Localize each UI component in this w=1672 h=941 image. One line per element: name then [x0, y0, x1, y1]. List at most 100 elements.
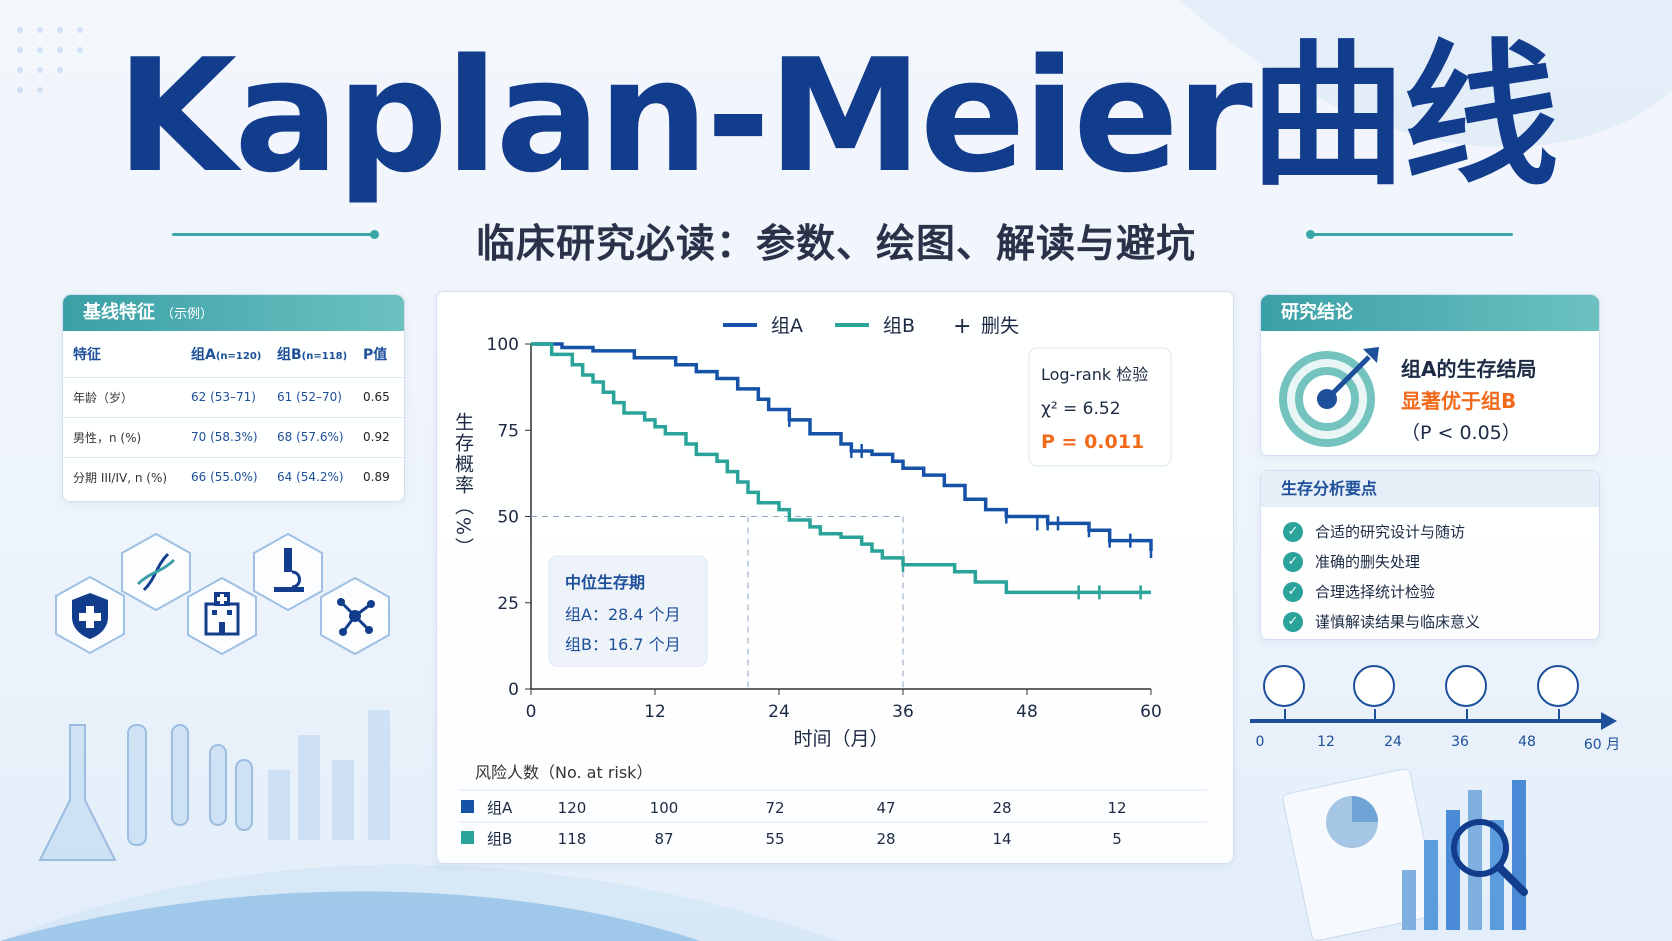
row-feature: 年龄（岁）: [63, 376, 181, 417]
key-points-list: ✓ 合适的研究设计与随访 ✓ 准确的删失处理 ✓ 合理选择统计检验 ✓ 谨慎解读结果与临…: [1261, 507, 1599, 637]
median-title: 中位生存期: [565, 573, 645, 592]
risk-row-value: 14: [992, 830, 1011, 848]
list-item: ✓ 谨慎解读结果与临床意义: [1283, 607, 1599, 637]
check-icon: ✓: [1283, 522, 1303, 542]
conclusion-text: 组A的生存结局 显著优于组B （P < 0.05）: [1401, 353, 1536, 449]
y-tick-label: 0: [508, 680, 519, 700]
x-tick-label: 24: [768, 702, 790, 722]
conclusion-header: 研究结论: [1261, 295, 1599, 331]
legend-label-b: 组B: [883, 315, 915, 337]
table-row: 分期 III/IV, n (%) 66 (55.0%) 64 (54.2%) 0…: [63, 456, 404, 497]
logrank-p: P = 0.011: [1041, 431, 1144, 453]
row-p: 0.89: [353, 456, 404, 497]
timeline-arrow-icon: [1601, 712, 1617, 730]
y-tick-label: 50: [497, 508, 519, 528]
logrank-title: Log-rank 检验: [1041, 365, 1148, 384]
col-group-b: 组B(n=118): [267, 331, 353, 377]
baseline-table: 特征 组A(n=120) 组B(n=118) P值 年龄（岁） 62 (53–7…: [63, 331, 404, 497]
y-axis-label: 生存概率（%）: [452, 412, 474, 558]
subtitle-divider-left: [172, 230, 379, 239]
row-p: 0.92: [353, 416, 404, 457]
col-group-a: 组A(n=120): [181, 331, 267, 377]
syringe-icon: [1263, 665, 1305, 721]
risk-row-value: 28: [876, 830, 895, 848]
key-point-text: 准确的删失处理: [1315, 553, 1421, 571]
key-point-text: 合理选择统计检验: [1315, 583, 1436, 601]
risk-row-value: 72: [765, 799, 784, 817]
col-group-b-n: (n=118): [301, 350, 348, 362]
row-p: 0.65: [353, 376, 404, 417]
row-value-a: 66 (55.0%): [181, 456, 267, 497]
chart-legend: 组A 组B + 删失: [723, 314, 1019, 339]
hospital-icon: [187, 576, 257, 656]
key-points-card: 生存分析要点 ✓ 合适的研究设计与随访 ✓ 准确的删失处理 ✓ 合理选择统计检验 ✓ 谨…: [1260, 470, 1600, 640]
timeline-tick: 60 月: [1583, 737, 1621, 753]
risk-row-value: 55: [765, 830, 784, 848]
microscope-icon: [253, 532, 323, 612]
page-title: Kaplan-Meier曲线: [116, 25, 1559, 207]
median-survival-box: 中位生存期 组A：28.4 个月 组B：16.7 个月: [548, 555, 708, 667]
risk-row-swatch: [461, 800, 474, 813]
risk-row-name: 组A: [487, 799, 513, 817]
row-value-a: 62 (53–71): [181, 376, 267, 417]
timeline-tick: 12: [1317, 734, 1335, 750]
baseline-card: 基线特征 （示例） 特征 组A(n=120) 组B(n=118) P值 年龄（岁）…: [62, 294, 405, 502]
risk-row-value: 28: [992, 799, 1011, 817]
timeline-tick: 24: [1384, 734, 1402, 750]
x-ticks: 0 12 24 36 48 60: [526, 689, 1162, 722]
conclusion-line-2: 显著优于组B: [1401, 389, 1517, 413]
scan-icon: [1353, 665, 1395, 721]
row-value-b: 64 (54.2%): [267, 456, 353, 497]
timeline-tick: 36: [1451, 734, 1469, 750]
x-tick-label: 60: [1140, 702, 1162, 722]
col-group-a-label: 组A: [191, 346, 216, 363]
logrank-chi: χ² = 6.52: [1041, 399, 1121, 419]
conclusion-line-3: （P < 0.05）: [1401, 422, 1521, 444]
risk-row-value: 47: [876, 799, 895, 817]
check-icon: ✓: [1283, 552, 1303, 572]
list-item: ✓ 合理选择统计检验: [1283, 577, 1599, 607]
list-item: ✓ 合适的研究设计与随访: [1283, 517, 1599, 547]
follow-up-timeline: 0 12 24 36 48 60 月: [1250, 660, 1620, 760]
risk-row-value: 12: [1107, 799, 1126, 817]
risk-row-value: 120: [558, 799, 587, 817]
x-tick-label: 0: [526, 702, 537, 722]
molecule-icon: [320, 576, 390, 656]
heart-monitor-icon: [1537, 665, 1579, 721]
median-b: 组B：16.7 个月: [565, 635, 681, 654]
y-tick-label: 75: [497, 421, 519, 441]
conclusion-card: 研究结论 组A的生存结局 显著优于组B （P < 0.05）: [1260, 294, 1600, 456]
legend-censor-mark: +: [953, 314, 971, 339]
row-value-b: 61 (52–70): [267, 376, 353, 417]
survival-curve-group-b: [531, 342, 1151, 595]
target-icon: [1279, 347, 1379, 447]
legend-label-censor: 删失: [981, 315, 1019, 337]
risk-table: 组A 120 100 72 47 28 12 组B 118 87 55 28 14 5: [461, 799, 1127, 848]
median-reference-lines: [531, 516, 904, 689]
key-point-text: 谨慎解读结果与临床意义: [1315, 613, 1481, 631]
check-icon: ✓: [1283, 582, 1303, 602]
x-tick-label: 36: [892, 702, 914, 722]
median-a: 组A：28.4 个月: [565, 605, 681, 624]
col-p: P值: [363, 346, 388, 363]
timeline-tick: 0: [1255, 734, 1265, 750]
table-row: 男性，n (%) 70 (58.3%) 68 (57.6%) 0.92: [63, 416, 404, 457]
timeline-tick: 48: [1518, 734, 1536, 750]
legend-label-a: 组A: [771, 315, 803, 337]
baseline-card-header: 基线特征 （示例）: [63, 295, 404, 331]
col-group-a-n: (n=120): [215, 350, 262, 362]
y-ticks: 0 25 50 75 100: [487, 335, 531, 700]
risk-row-value: 100: [650, 799, 679, 817]
shield-icon: [55, 575, 125, 655]
risk-row-value: 5: [1112, 830, 1122, 848]
row-value-a: 70 (58.3%): [181, 416, 267, 457]
baseline-header-row: 特征 组A(n=120) 组B(n=118) P值: [63, 331, 404, 377]
logrank-box: Log-rank 检验 χ² = 6.52 P = 0.011: [1028, 347, 1172, 467]
check-icon: ✓: [1283, 612, 1303, 632]
risk-row-value: 87: [654, 830, 673, 848]
key-points-header: 生存分析要点: [1261, 471, 1599, 507]
row-feature: 分期 III/IV, n (%): [63, 456, 181, 497]
risk-row-name: 组B: [487, 830, 512, 848]
survival-curves: [531, 342, 1153, 600]
km-chart-card: 组A 组B + 删失 0 25 50 75 100 0 12 24 36 48 60 生存概率（%…: [436, 291, 1234, 864]
